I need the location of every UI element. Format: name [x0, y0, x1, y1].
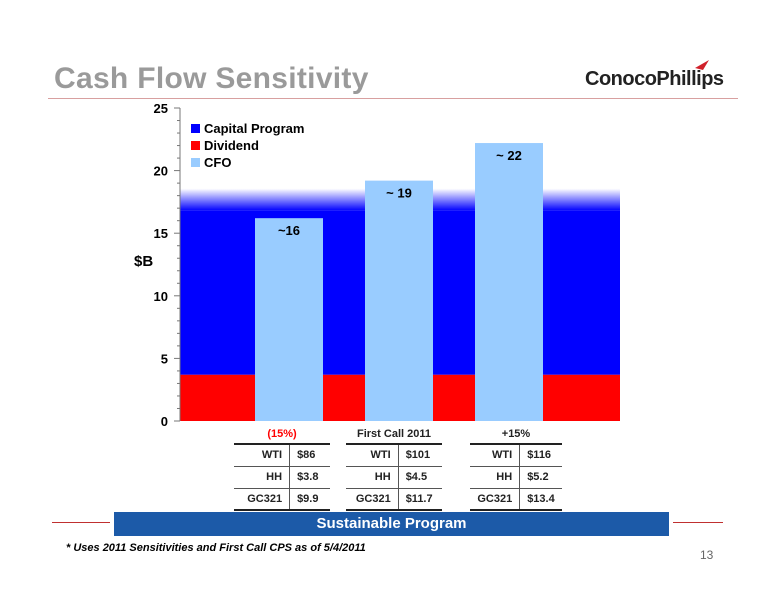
- table-row: HH $4.5: [346, 466, 442, 489]
- price-key: GC321: [470, 488, 521, 511]
- company-logo: ConocoPhillips: [585, 58, 725, 94]
- y-tick-label: 25: [154, 101, 168, 116]
- price-value: $5.2: [519, 466, 562, 489]
- price-value: $101: [398, 444, 442, 467]
- price-value: $11.7: [398, 488, 442, 511]
- price-key: WTI: [234, 444, 291, 467]
- banner-rule-left: [52, 522, 110, 523]
- table-row: GC321 $13.4: [470, 488, 562, 511]
- banner-rule-right: [673, 522, 723, 523]
- y-tick-label: 5: [161, 351, 168, 366]
- cfo-bar: [365, 180, 433, 421]
- title-rule: [48, 98, 738, 99]
- legend-swatch: [191, 124, 200, 133]
- scenario-table: +15% WTI $116 HH $5.2 GC321 $13.4: [470, 424, 562, 511]
- bar-value-label: ~ 19: [386, 186, 412, 201]
- price-value: $116: [519, 444, 562, 467]
- legend-swatch: [191, 158, 200, 167]
- scenario-table: (15%) WTI $86 HH $3.8 GC321 $9.9: [234, 424, 330, 511]
- bar-value-label: ~16: [278, 223, 300, 238]
- scenario-table: First Call 2011 WTI $101 HH $4.5 GC321 $11.7: [346, 424, 442, 511]
- y-tick-label: 10: [154, 289, 168, 304]
- legend-label: CFO: [204, 155, 231, 170]
- logo-mark-icon: [695, 60, 709, 70]
- price-key: HH: [234, 466, 291, 489]
- y-axis-label: $B: [134, 253, 153, 270]
- table-row: GC321 $9.9: [234, 488, 330, 511]
- price-value: $3.8: [289, 466, 330, 489]
- price-key: HH: [470, 466, 521, 489]
- scenario-header: (15%): [234, 424, 330, 445]
- price-value: $9.9: [289, 488, 330, 511]
- table-row: WTI $86: [234, 444, 330, 467]
- price-value: $13.4: [519, 488, 562, 511]
- footnote: * Uses 2011 Sensitivities and First Call…: [66, 542, 366, 554]
- table-row: HH $3.8: [234, 466, 330, 489]
- price-key: GC321: [234, 488, 291, 511]
- scenario-header: First Call 2011: [346, 424, 442, 445]
- logo-text: ConocoPhillips: [585, 68, 724, 90]
- legend-swatch: [191, 141, 200, 150]
- cfo-bar: [475, 143, 543, 421]
- cfo-bars: [255, 143, 543, 421]
- table-row: WTI $116: [470, 444, 562, 467]
- y-tick-label: 0: [161, 414, 168, 429]
- table-row: HH $5.2: [470, 466, 562, 489]
- bar-value-label: ~ 22: [496, 148, 522, 163]
- legend-label: Capital Program: [204, 121, 304, 136]
- price-key: GC321: [346, 488, 399, 511]
- price-key: HH: [346, 466, 399, 489]
- page-number: 13: [700, 548, 714, 562]
- price-value: $4.5: [398, 466, 442, 489]
- y-tick-label: 15: [154, 226, 168, 241]
- legend: Capital Program Dividend CFO: [191, 121, 304, 170]
- slide-title: Cash Flow Sensitivity: [54, 62, 369, 95]
- scenario-header: +15%: [470, 424, 562, 445]
- table-row: GC321 $11.7: [346, 488, 442, 511]
- table-row: WTI $101: [346, 444, 442, 467]
- data-labels: ~16 ~ 19 ~ 22: [278, 148, 522, 238]
- sustainable-program-banner: Sustainable Program: [114, 512, 669, 536]
- price-key: WTI: [470, 444, 521, 467]
- cfo-bar: [255, 218, 323, 421]
- y-tick-label: 20: [154, 164, 168, 179]
- price-value: $86: [289, 444, 330, 467]
- price-key: WTI: [346, 444, 399, 467]
- legend-label: Dividend: [204, 138, 259, 153]
- y-axis: 0 5 10 15 20 25: [154, 101, 181, 429]
